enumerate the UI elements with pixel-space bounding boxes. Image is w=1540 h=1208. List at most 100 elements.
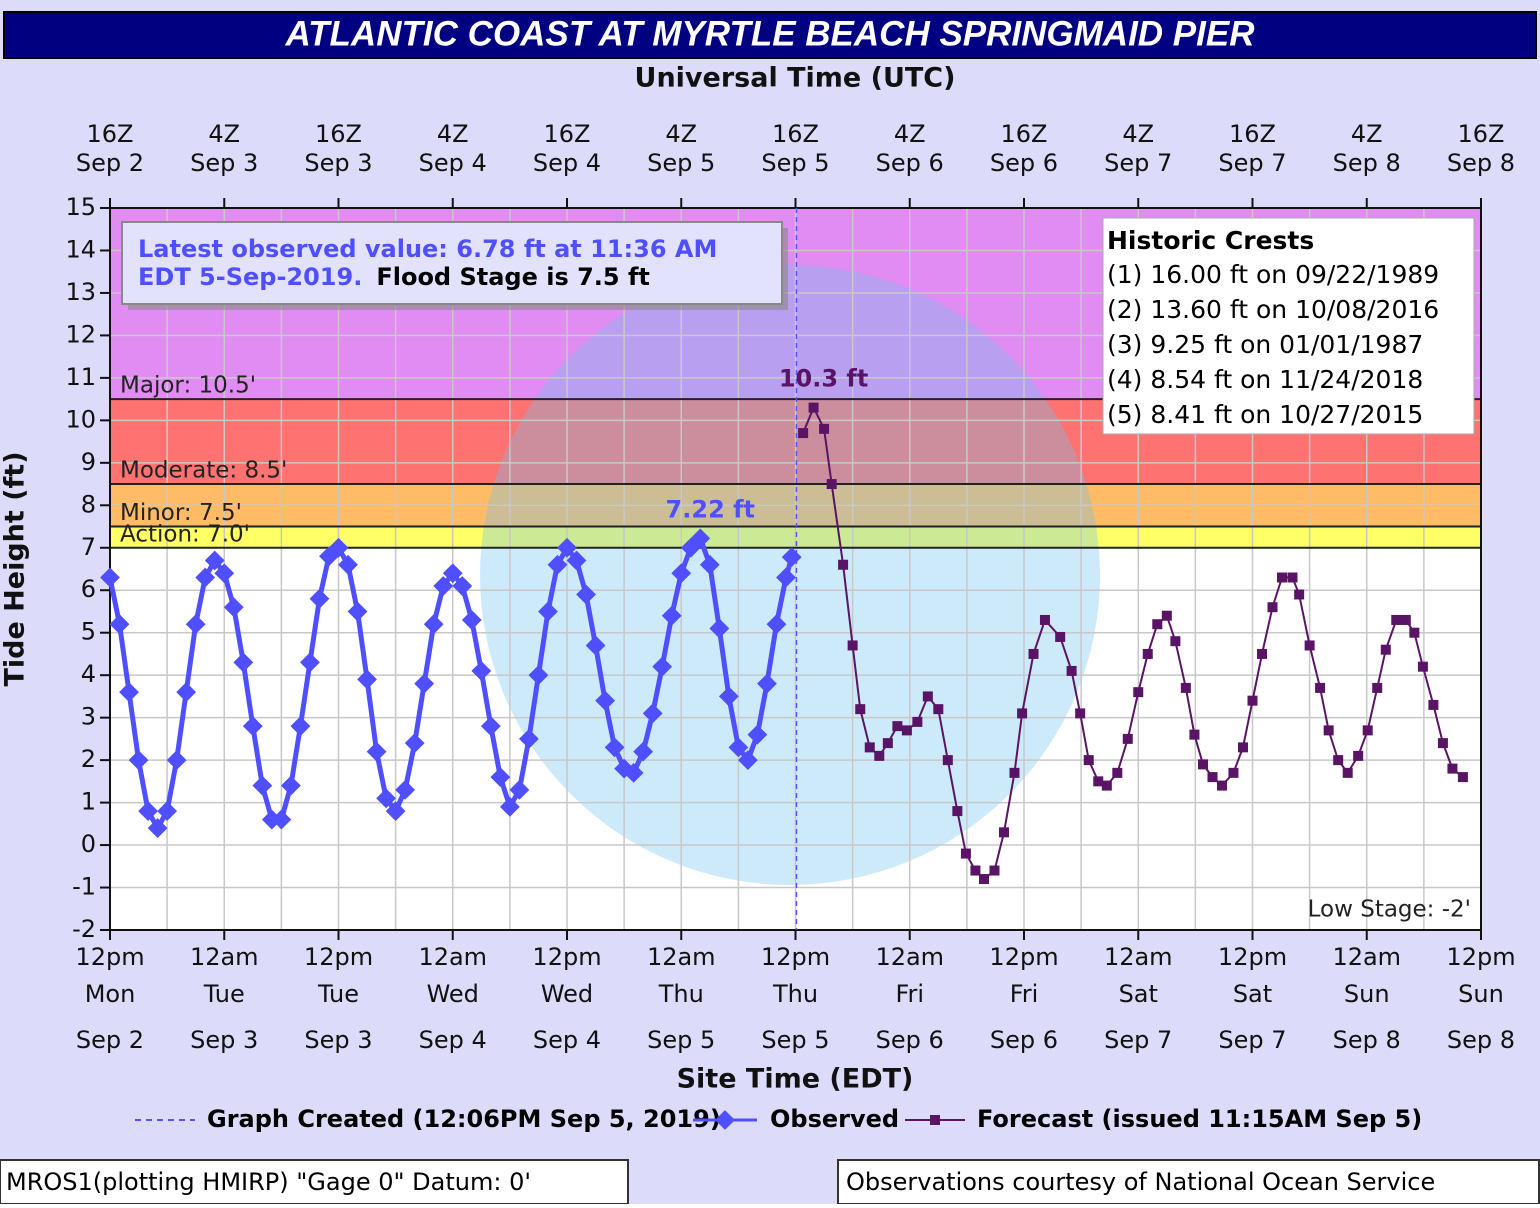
forecast-point (1066, 665, 1077, 676)
title-bar (3, 11, 1537, 59)
observed-point (633, 741, 654, 762)
x2-tick-label: Sep 4 (533, 149, 601, 177)
crest-item: (4) 8.54 ft on 11/24/2018 (1107, 365, 1423, 394)
x-tick-label: Sep 6 (876, 1026, 944, 1054)
forecast-point (1333, 755, 1344, 766)
x-tick-label: 12am (418, 943, 487, 971)
observed-point (490, 767, 511, 788)
forecast-point (1228, 767, 1239, 778)
info-line: Latest observed value: 6.78 ft at 11:36 … (138, 235, 717, 263)
forecast-point (826, 479, 837, 490)
x-tick-label: 12pm (989, 943, 1058, 971)
legend-label: Observed (770, 1105, 899, 1133)
forecast-point (1372, 682, 1383, 693)
forecast-point (1287, 572, 1298, 583)
forecast-point (922, 691, 933, 702)
forecast-point (1294, 589, 1305, 600)
stage-label: Major: 10.5' (120, 373, 256, 399)
x-tick-label: Sun (1458, 980, 1504, 1008)
chart-title: ATLANTIC COAST AT MYRTLE BEACH SPRINGMAI… (285, 14, 1256, 53)
x2-tick-label: Sep 3 (190, 149, 258, 177)
info-date: EDT 5-Sep-2019. (138, 263, 362, 291)
forecast-point (874, 750, 885, 761)
x-tick-label: 12am (190, 943, 259, 971)
y-tick-label: 9 (81, 448, 96, 476)
crest-item: (3) 9.25 ft on 01/01/1987 (1107, 330, 1423, 359)
plot-area: Action: 7.0'Minor: 7.5'Moderate: 8.5'Maj… (65, 120, 1515, 1054)
forecast-point (1122, 733, 1133, 744)
x-tick-label: 12am (875, 943, 944, 971)
x2-tick-label: 16Z (544, 120, 591, 148)
info-line: EDT 5-Sep-2019. Flood Stage is 7.5 ft (138, 263, 650, 291)
x2-tick-label: Sep 8 (1447, 149, 1515, 177)
x-tick-label: 12pm (75, 943, 144, 971)
value-label: 7.22 ft (666, 495, 755, 523)
x-tick-label: 12am (1332, 943, 1401, 971)
forecast-point (1315, 682, 1326, 693)
observed-point (385, 801, 406, 821)
forecast-point (1170, 636, 1181, 647)
x-tick-label: Sep 5 (761, 1026, 829, 1054)
x2-tick-label: Sep 8 (1333, 149, 1401, 177)
forecast-point (1142, 648, 1153, 659)
x2-tick-label: Sep 5 (761, 149, 829, 177)
legend-swatch (930, 1115, 940, 1125)
x-tick-label: 12pm (532, 943, 601, 971)
forecast-point (1277, 572, 1288, 583)
x2-tick-label: Sep 7 (1218, 149, 1286, 177)
forecast-point (1152, 619, 1163, 630)
forecast-point (1207, 772, 1218, 783)
legend-label: Graph Created (12:06PM Sep 5, 2019) (207, 1105, 721, 1133)
forecast-point (989, 865, 1000, 876)
y-tick-label: 4 (81, 660, 96, 688)
observed-point (757, 673, 777, 694)
forecast-point (942, 755, 953, 766)
forecast-point (892, 721, 903, 732)
y-tick-label: 8 (81, 490, 96, 518)
x2-tick-label: 16Z (315, 120, 362, 148)
x2-tick-label: 16Z (772, 120, 819, 148)
y-tick-label: -1 (72, 873, 96, 901)
x-tick-label: 12pm (1218, 943, 1287, 971)
observed-point (671, 563, 692, 584)
forecast-point (1028, 648, 1039, 659)
observed-point (776, 567, 796, 588)
x-tick-label: Fri (1010, 980, 1039, 1008)
observed-point (709, 618, 730, 639)
x2-tick-label: 4Z (437, 120, 469, 148)
observed-point (566, 550, 587, 571)
crests-title: Historic Crests (1107, 226, 1314, 255)
observed-point (557, 537, 577, 558)
x-tick-label: Sat (1233, 980, 1272, 1008)
observed-point (423, 614, 444, 635)
x2-tick-label: 16Z (1229, 120, 1276, 148)
observed-point (433, 576, 454, 596)
crest-item: (1) 16.00 ft on 09/22/1989 (1107, 260, 1439, 289)
forecast-point (979, 874, 990, 885)
x2-tick-label: 4Z (208, 120, 240, 148)
observed-point (585, 635, 606, 656)
info-box-frame (121, 221, 783, 305)
observed-point (652, 656, 673, 677)
y-tick-label: 2 (81, 745, 96, 773)
forecast-point (1257, 648, 1268, 659)
x2-tick-label: 16Z (1458, 120, 1505, 148)
legend: Graph Created (12:06PM Sep 5, 2019) Obse… (135, 1105, 1422, 1133)
x-tick-label: Fri (895, 980, 924, 1008)
x-tick-label: Tue (317, 980, 359, 1008)
x-tick-label: Thu (772, 980, 818, 1008)
forecast-point (1417, 661, 1428, 672)
observed-point (538, 601, 558, 622)
forecast-point (798, 428, 809, 439)
low-stage-label: Low Stage: -2' (1308, 897, 1471, 923)
x-tick-label: 12pm (761, 943, 830, 971)
x2-tick-label: Sep 6 (990, 149, 1058, 177)
forecast-point (1391, 614, 1402, 625)
x-tick-label: 12am (647, 943, 716, 971)
x-tick-label: Sun (1344, 980, 1390, 1008)
observed-point (766, 614, 787, 635)
x2-tick-label: 4Z (1351, 120, 1383, 148)
forecast-point (1437, 738, 1448, 749)
footer-text: MROS1(plotting HMIRP) "Gage 0" Datum: 0' (6, 1168, 531, 1196)
